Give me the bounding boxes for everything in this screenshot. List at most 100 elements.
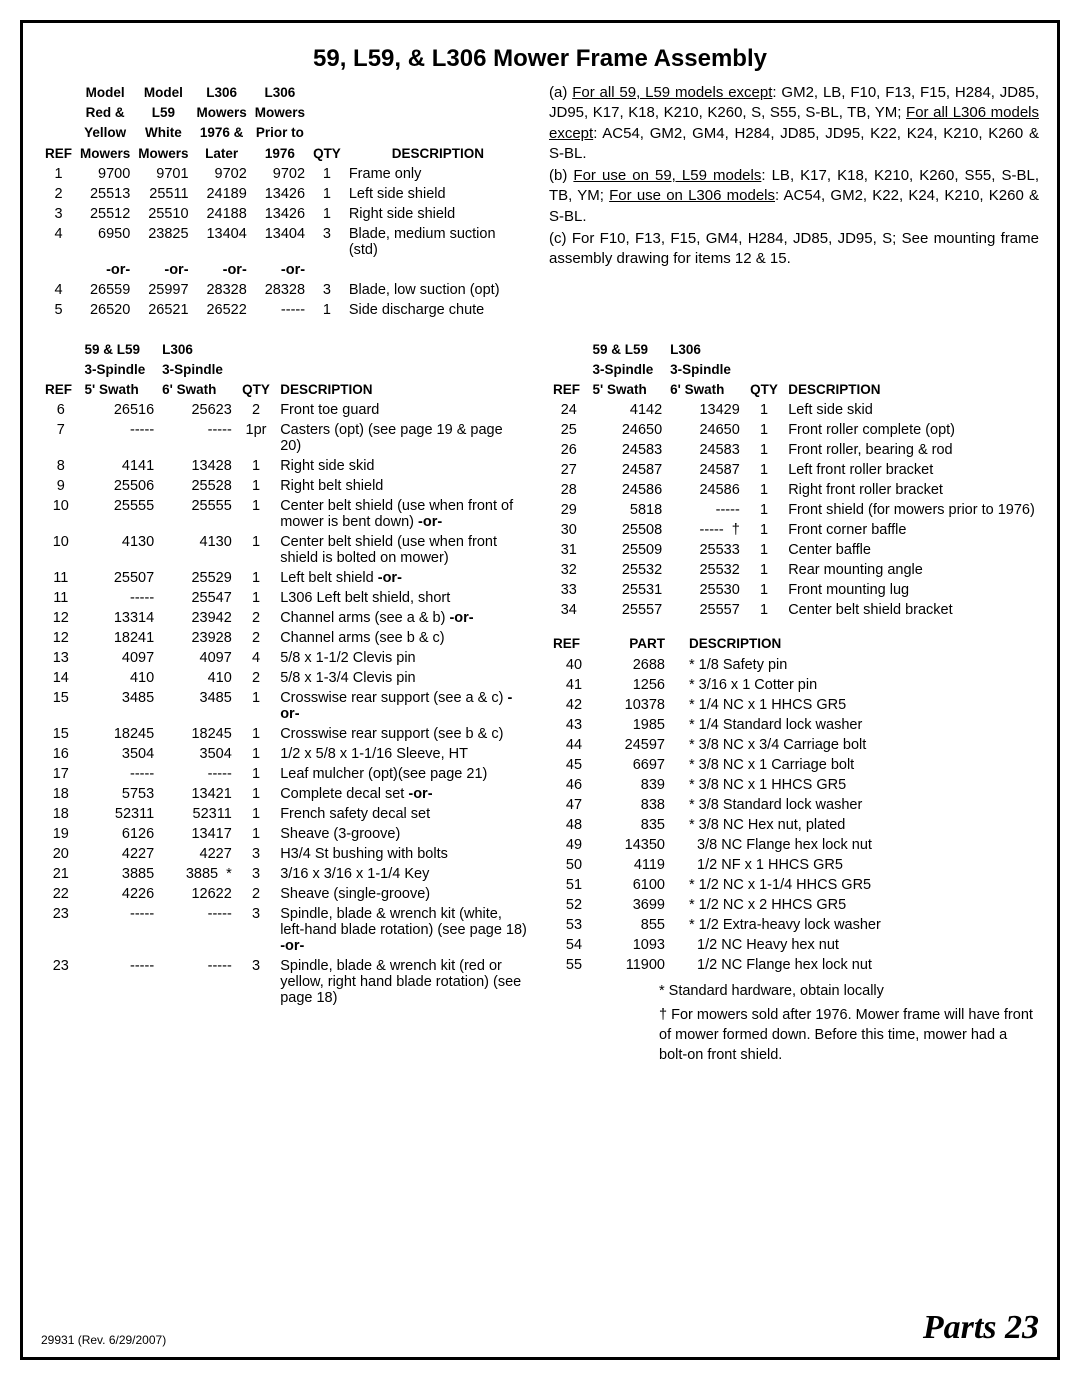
t1-h-c1b: Red & [76,103,134,123]
t1-h-c3c: 1976 & [193,123,251,143]
table-row: 1852311523111French safety decal set [41,804,531,824]
top-row: Model Model L306 L306 Red & L59 Mowers M… [41,83,1039,320]
notes-block: (a) For all 59, L59 models except: GM2, … [549,83,1039,320]
table-row: 4265592599728328283283Blade, low suction… [41,280,531,300]
t1-h-c4d: 1976 [251,144,309,164]
t3-h-c1a: 59 & L59 [589,340,667,360]
t1-h-desc: DESCRIPTION [345,144,531,164]
table1: Model Model L306 L306 Red & L59 Mowers M… [41,83,531,320]
t3-h-desc: DESCRIPTION [784,380,1039,400]
t1-h-c2d: Mowers [134,144,192,164]
t1-h-c1a: Model [76,83,134,103]
table-row: 134097409745/8 x 1-1/2 Clevis pin [41,648,531,668]
table-row: 2524650246501Front roller complete (opt) [549,420,1039,440]
table4-star-note: * Standard hardware, obtain locally [549,981,1039,1001]
t4-h-desc: DESCRIPTION [669,634,1039,654]
table-row: 53855* 1/2 Extra-heavy lock washer [549,915,1039,935]
table-row: 925506255281Right belt shield [41,476,531,496]
t4-h-part: PART [599,634,669,654]
table-row: 163504350411/2 x 5/8 x 1-1/16 Sleeve, HT [41,744,531,764]
table-row: 411256* 3/16 x 1 Cotter pin [549,675,1039,695]
t1-h-c3d: Later [193,144,251,164]
table-row: 1025555255551Center belt shield (use whe… [41,496,531,532]
table-row: 4210378* 1/4 NC x 1 HHCS GR5 [549,695,1039,715]
table-row: 3325531255301Front mounting lug [549,580,1039,600]
page-frame: 59, L59, & L306 Mower Frame Assembly Mod… [20,20,1060,1360]
t2-h-c2b: 3-Spindle [158,360,236,380]
t4-h-ref: REF [549,634,599,654]
t2-h-c1b: 3-Spindle [81,360,159,380]
t1-h-c3a: L306 [193,83,251,103]
t2-h-desc: DESCRIPTION [276,380,531,400]
t3-h-qty: QTY [744,380,784,400]
table-row: 523699* 1/2 NC x 2 HHCS GR5 [549,895,1039,915]
t3-h-c1b: 3-Spindle [589,360,667,380]
table-row: 1441041025/8 x 1-3/4 Clevis pin [41,668,531,688]
table-row: 3255122551024188134261Right side shield [41,204,531,224]
t1-h-c4c: Prior to [251,123,309,143]
t2-h-c1a: 59 & L59 [81,340,159,360]
table3: 59 & L59 L306 3-Spindle 3-Spindle REF 5'… [549,340,1039,621]
t1-h-c1d: Mowers [76,144,134,164]
table-row: 5265202652126522-----1Side discharge chu… [41,300,531,320]
t3-h-ref: REF [549,380,589,400]
table-row: 3225532255321Rear mounting angle [549,560,1039,580]
table-row: 197009701970297021Frame only [41,164,531,184]
table-row: 2624583245831Front roller, bearing & rod [549,440,1039,460]
right-lower-col: 59 & L59 L306 3-Spindle 3-Spindle REF 5'… [549,340,1039,1066]
table-row: 504119 1/2 NF x 1 HHCS GR5 [549,855,1039,875]
t1-h-c2a: Model [134,83,192,103]
bottom-row: 59 & L59 L306 3-Spindle 3-Spindle REF 5'… [41,340,1039,1066]
table-row: 1213314239422Channel arms (see a & b) -o… [41,608,531,628]
table-row: 46839* 3/8 NC x 1 HHCS GR5 [549,775,1039,795]
t1-h-c1c: Yellow [76,123,134,143]
table-row: 516100* 1/2 NC x 1-1/4 HHCS GR5 [549,875,1039,895]
table-row: 47838* 3/8 Standard lock washer [549,795,1039,815]
table-row: 84141134281Right side skid [41,456,531,476]
t3-h-c1c: 5' Swath [589,380,667,400]
table-row: 456697* 3/8 NC x 1 Carriage bolt [549,755,1039,775]
t2-h-c2a: L306 [158,340,236,360]
table-row: 626516256232Front toe guard [41,400,531,420]
table-row: 4424597* 3/8 NC x 3/4 Carriage bolt [549,735,1039,755]
t1-h-c3b: Mowers [193,103,251,123]
table4-dag-note: † For mowers sold after 1976. Mower fram… [549,1005,1039,1066]
t3-h-c2b: 3-Spindle [666,360,744,380]
table-row: 1218241239282Channel arms (see b & c) [41,628,531,648]
table-row: 20422742273H3/4 St bushing with bolts [41,844,531,864]
table-row: 7----------1prCasters (opt) (see page 19… [41,420,531,456]
table-row: 10413041301Center belt shield (use when … [41,532,531,568]
t2-h-c1c: 5' Swath [81,380,159,400]
page-title: 59, L59, & L306 Mower Frame Assembly [41,45,1039,73]
table-row: 402688* 1/8 Safety pin [549,655,1039,675]
t1-h-c2c: White [134,123,192,143]
page-footer: 29931 (Rev. 6/29/2007) Parts 23 [41,1309,1039,1347]
t1-h-c2b: L59 [134,103,192,123]
t3-h-c2c: 6' Swath [666,380,744,400]
table-row: 185753134211Complete decal set -or- [41,784,531,804]
table-row: 469502382513404134043Blade, medium sucti… [41,224,531,260]
table-row: 11-----255471L306 Left belt shield, shor… [41,588,531,608]
table-row: 3425557255571Center belt shield bracket [549,600,1039,620]
table-row: -or--or--or--or- [41,260,531,280]
table-row: 48835* 3/8 NC Hex nut, plated [549,815,1039,835]
table-row: 295818-----1Front shield (for mowers pri… [549,500,1039,520]
table-row: 431985* 1/4 Standard lock washer [549,715,1039,735]
table-row: 3025508----- †1Front corner baffle [549,520,1039,540]
table-row: 2724587245871Left front roller bracket [549,460,1039,480]
table2: 59 & L59 L306 3-Spindle 3-Spindle REF 5'… [41,340,531,1009]
t1-h-c4a: L306 [251,83,309,103]
table4: REF PART DESCRIPTION 402688* 1/8 Safety … [549,634,1039,974]
table-row: 3125509255331Center baffle [549,540,1039,560]
t3-h-c2a: L306 [666,340,744,360]
t2-h-qty: QTY [236,380,276,400]
table-row: 244142134291Left side skid [549,400,1039,420]
table-row: 1518245182451Crosswise rear support (see… [41,724,531,744]
table-row: 2138853885 *33/16 x 3/16 x 1-1/4 Key [41,864,531,884]
table-row: 2824586245861Right front roller bracket [549,480,1039,500]
table-row: 4914350 3/8 NC Flange hex lock nut [549,835,1039,855]
table-row: 541093 1/2 NC Heavy hex nut [549,935,1039,955]
table-row: 17----------1Leaf mulcher (opt)(see page… [41,764,531,784]
t1-h-ref: REF [41,144,76,164]
note-a: (a) For all 59, L59 models except: GM2, … [549,83,1039,164]
